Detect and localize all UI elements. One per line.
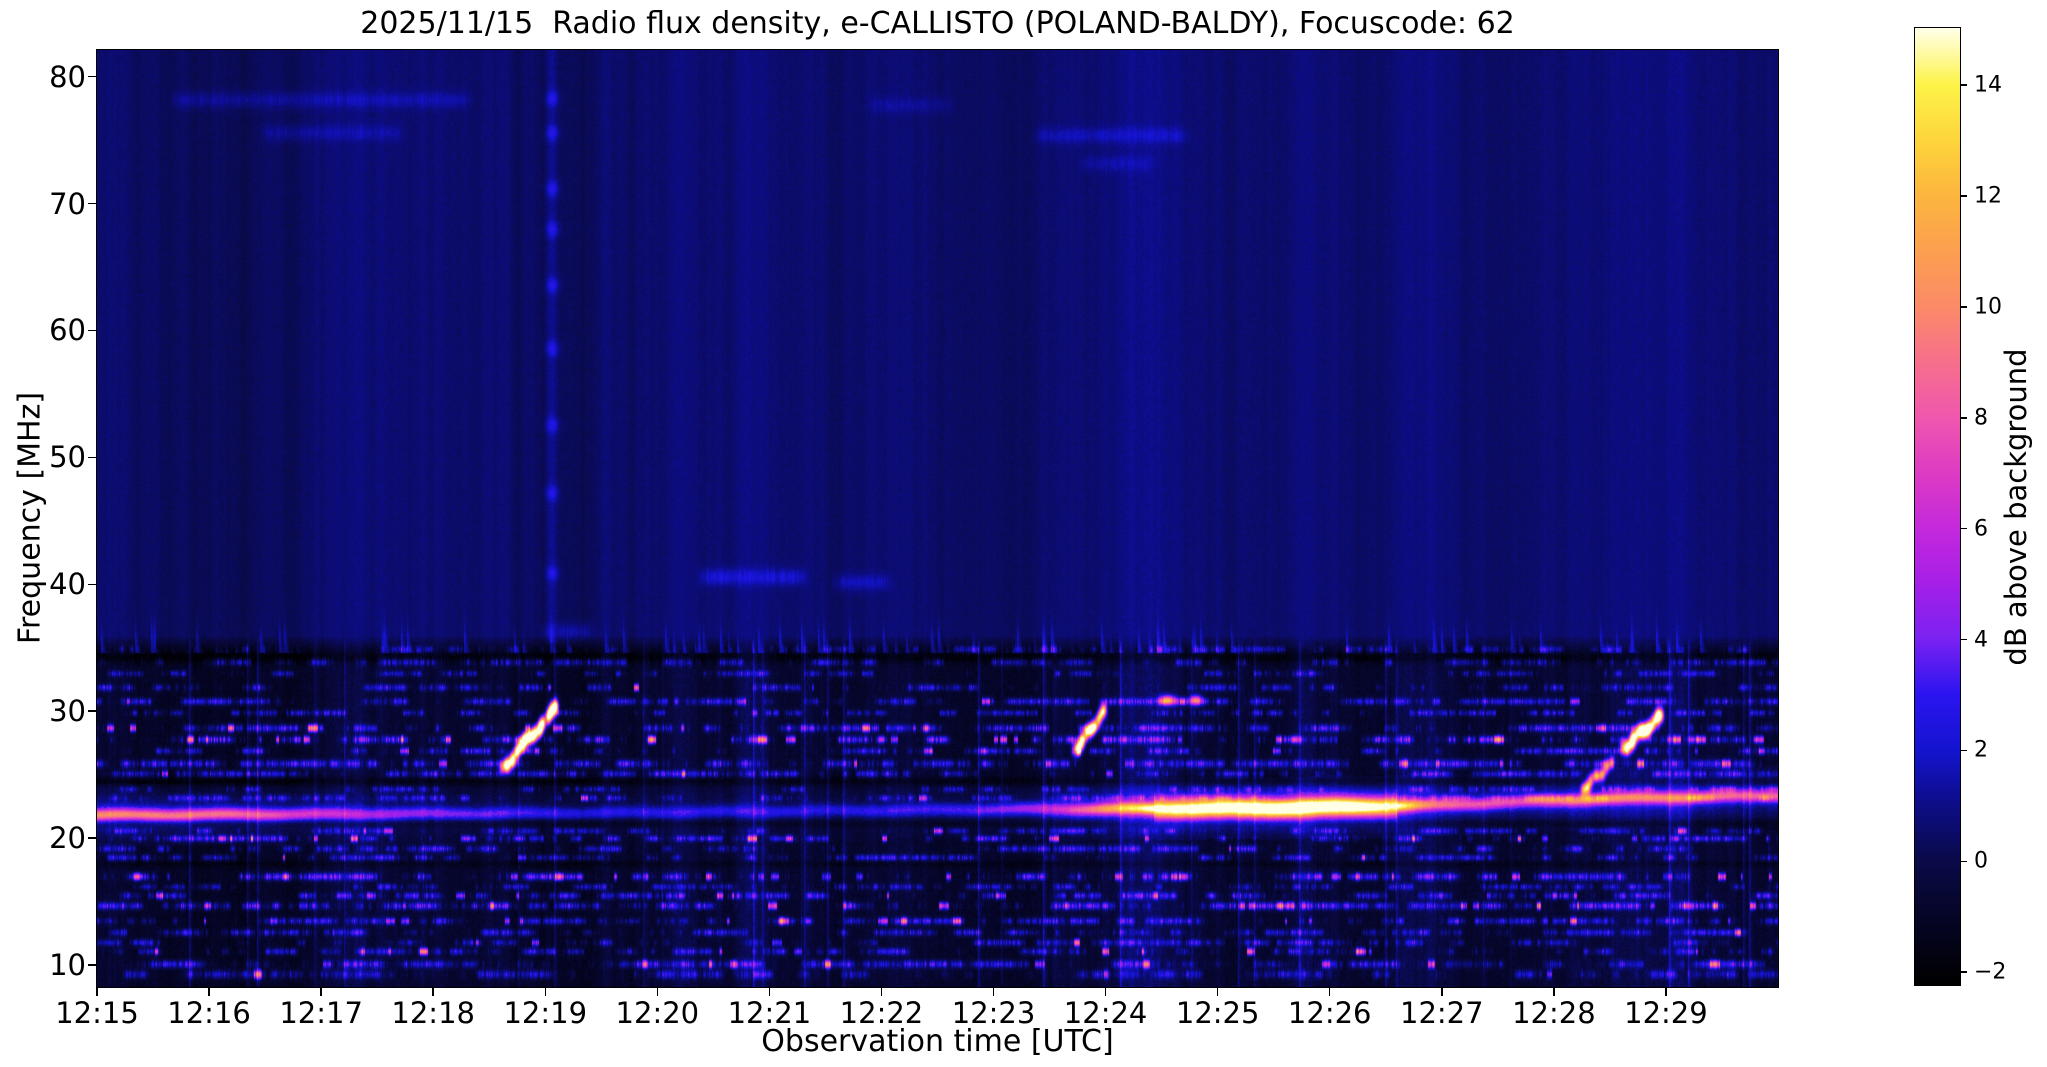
y-tick-mark: [88, 329, 96, 332]
x-tick-label: 12:20: [615, 996, 700, 1030]
x-tick-label: 12:15: [55, 996, 139, 1030]
colorbar-tick-mark: [1960, 527, 1967, 530]
colorbar-tick-mark: [1960, 749, 1967, 752]
chart-title: 2025/11/15 Radio flux density, e-CALLIST…: [360, 6, 1515, 41]
y-tick-label: 10: [49, 948, 86, 983]
x-tick-mark: [1441, 988, 1443, 996]
y-tick-mark: [88, 75, 96, 78]
colorbar: [1913, 26, 1961, 986]
y-tick-label: 80: [49, 59, 86, 94]
colorbar-tick-label: 14: [1974, 72, 2002, 98]
x-tick-label: 12:17: [279, 996, 363, 1030]
colorbar-tick-label: −2: [1974, 959, 2007, 985]
y-tick-mark: [88, 710, 96, 712]
x-tick-label: 12:19: [503, 996, 588, 1030]
plot-area: [95, 48, 1779, 988]
y-tick-mark: [88, 837, 96, 839]
colorbar-tick-label: 8: [1974, 405, 1988, 431]
y-tick-label: 20: [49, 821, 86, 856]
y-tick-mark: [88, 964, 96, 966]
x-tick-mark: [768, 988, 771, 996]
colorbar-tick-mark: [1960, 306, 1967, 308]
x-tick-mark: [1104, 988, 1107, 996]
colorbar-tick-mark: [1960, 195, 1967, 197]
x-tick-mark: [1665, 988, 1667, 996]
y-tick-label: 50: [49, 440, 86, 475]
x-tick-mark: [320, 988, 322, 996]
x-tick-label: 12:23: [951, 996, 1036, 1030]
x-tick-mark: [1328, 988, 1331, 996]
x-tick-label: 12:24: [1063, 996, 1148, 1030]
x-tick-mark: [432, 988, 434, 996]
colorbar-tick-mark: [1960, 84, 1967, 86]
x-tick-label: 12:22: [839, 996, 924, 1030]
colorbar-tick-label: 4: [1974, 627, 1988, 653]
colorbar-tick-mark: [1960, 638, 1967, 641]
x-axis-label: Observation time [UTC]: [761, 1024, 1114, 1059]
y-axis-label: Frequency [MHz]: [12, 391, 48, 645]
colorbar-label: dB above background: [1999, 348, 2033, 666]
x-tick-mark: [208, 988, 210, 996]
x-tick-mark: [544, 988, 547, 996]
y-tick-label: 60: [49, 313, 86, 348]
x-tick-label: 12:16: [167, 996, 251, 1030]
colorbar-tick-label: 2: [1974, 737, 1988, 763]
y-tick-label: 30: [49, 694, 86, 729]
x-tick-label: 12:18: [391, 996, 475, 1030]
spectrogram-canvas: [96, 49, 1778, 987]
colorbar-tick-mark: [1960, 417, 1967, 419]
colorbar-tick-label: 10: [1974, 294, 2002, 320]
x-tick-mark: [1216, 988, 1219, 996]
x-tick-label: 12:28: [1512, 996, 1596, 1030]
colorbar-tick-label: 0: [1974, 848, 1988, 874]
y-tick-label: 70: [49, 186, 86, 221]
colorbar-tick-label: 6: [1974, 516, 1988, 542]
y-tick-mark: [88, 456, 96, 459]
x-tick-mark: [96, 988, 98, 996]
x-tick-label: 12:25: [1175, 996, 1260, 1030]
x-tick-mark: [656, 988, 659, 996]
colorbar-tick-mark: [1960, 860, 1967, 863]
colorbar-tick-mark: [1960, 971, 1967, 973]
x-tick-label: 12:21: [727, 996, 812, 1030]
x-tick-mark: [880, 988, 883, 996]
colorbar-canvas: [1914, 27, 1960, 985]
y-tick-label: 40: [49, 567, 86, 602]
y-tick-mark: [88, 202, 96, 205]
x-tick-label: 12:26: [1287, 996, 1372, 1030]
x-tick-label: 12:29: [1624, 996, 1708, 1030]
colorbar-tick-label: 12: [1974, 183, 2002, 209]
x-tick-mark: [992, 988, 995, 996]
x-tick-label: 12:27: [1400, 996, 1484, 1030]
y-tick-mark: [88, 583, 96, 586]
x-tick-mark: [1553, 988, 1555, 996]
